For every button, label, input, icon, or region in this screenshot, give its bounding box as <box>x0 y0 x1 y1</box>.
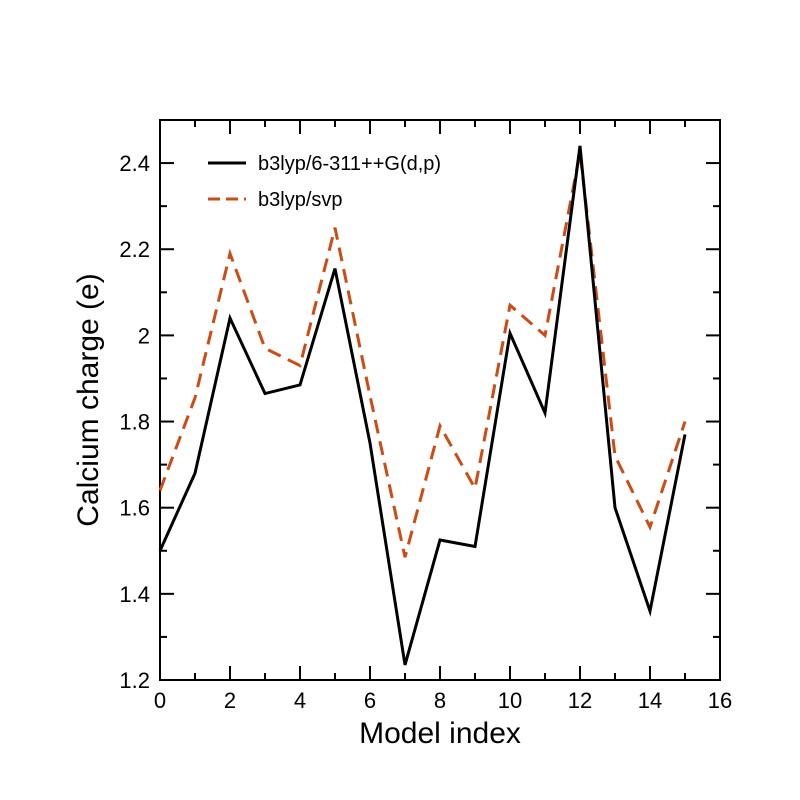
y-tick-label: 1.6 <box>119 496 150 521</box>
y-tick-label: 1.4 <box>119 582 150 607</box>
ticks <box>159 119 721 681</box>
x-tick-label: 6 <box>364 688 376 713</box>
y-tick-label: 1.8 <box>119 410 150 435</box>
series-line-1 <box>158 145 687 666</box>
x-tick-label: 12 <box>568 688 592 713</box>
legend-label-series-2: b3lyp/svp <box>258 189 343 211</box>
x-tick-label: 4 <box>294 688 306 713</box>
legend: b3lyp/6-311++G(d,p) b3lyp/svp <box>208 153 441 211</box>
x-tick-label: 14 <box>638 688 662 713</box>
x-tick-label: 2 <box>224 688 236 713</box>
y-tick-label: 1.2 <box>119 668 150 693</box>
legend-label-series-1: b3lyp/6-311++G(d,p) <box>258 153 441 175</box>
y-axis-label: Calcium charge (e) <box>72 273 105 526</box>
x-tick-label: 16 <box>708 688 732 713</box>
series-line-2 <box>158 152 687 558</box>
plot-frame <box>159 119 721 681</box>
y-tick-label: 2.2 <box>119 237 150 262</box>
y-tick-label: 2 <box>138 323 150 348</box>
x-tick-label: 8 <box>434 688 446 713</box>
x-tick-label: 0 <box>154 688 166 713</box>
tick-labels: 0 2 4 6 8 10 12 14 16 1.2 1.4 1.6 1.8 2 2.2 2.4 <box>119 151 732 713</box>
x-tick-label: 10 <box>498 688 522 713</box>
y-tick-label: 2.4 <box>119 151 150 176</box>
x-axis-label: Model index <box>359 717 521 750</box>
series-lines <box>158 145 687 666</box>
